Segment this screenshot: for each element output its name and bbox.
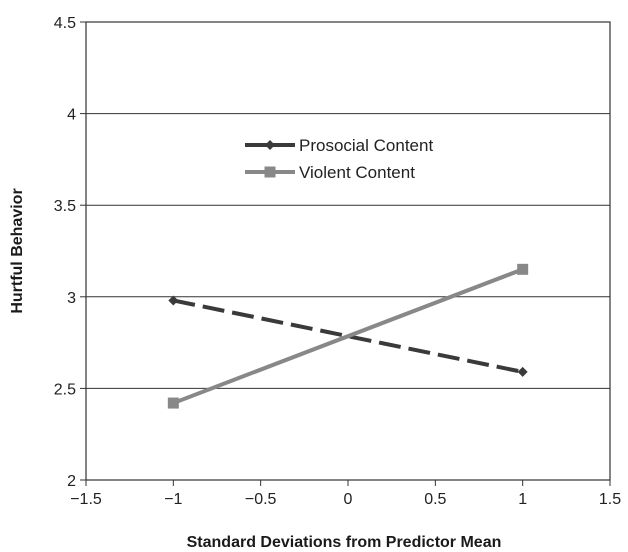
y-axis-title: Hurtful Behavior xyxy=(9,188,26,313)
data-point xyxy=(168,295,179,306)
data-point xyxy=(167,397,179,409)
y-tick-label: 2.5 xyxy=(54,381,76,398)
legend-marker xyxy=(265,140,275,150)
data-point xyxy=(517,263,529,275)
legend-label: Prosocial Content xyxy=(299,136,433,155)
legend-item: Violent Content xyxy=(245,163,415,182)
x-tick-label: 1 xyxy=(518,491,527,508)
y-tick-label: 4.5 xyxy=(54,15,76,32)
x-axis-title: Standard Deviations from Predictor Mean xyxy=(187,534,502,551)
series-prosocial xyxy=(168,295,528,377)
series-violent xyxy=(167,263,529,409)
y-tick-label: 3.5 xyxy=(54,198,76,215)
y-tick-label: 3 xyxy=(67,290,76,307)
legend-marker xyxy=(264,166,276,178)
series-line xyxy=(172,267,524,405)
x-tick-label: −0.5 xyxy=(245,491,277,508)
x-tick-label: −1 xyxy=(164,491,182,508)
axes: 2 2.5 3 3.5 4 4.5 −1.5 −1 −0.5 0 0.5 1 1.5 xyxy=(54,15,621,508)
x-tick-label: 0 xyxy=(344,491,353,508)
series xyxy=(167,263,529,409)
legend-item: Prosocial Content xyxy=(245,136,433,155)
x-tick-label: −1.5 xyxy=(70,491,102,508)
data-point xyxy=(517,366,528,377)
legend-label: Violent Content xyxy=(299,163,415,182)
x-tick-label: 0.5 xyxy=(424,491,446,508)
y-tick-label: 2 xyxy=(67,473,76,490)
plot-area xyxy=(85,21,611,481)
x-tick-label: 1.5 xyxy=(599,491,621,508)
y-tick-label: 4 xyxy=(67,107,76,124)
legend: Prosocial Content Violent Content xyxy=(245,136,433,182)
